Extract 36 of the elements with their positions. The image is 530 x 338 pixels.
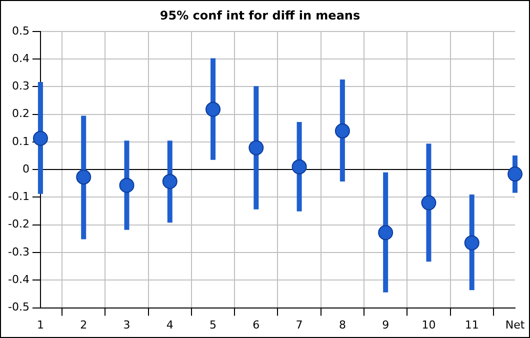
y-tick-label: 0.2: [12, 107, 30, 120]
x-tick-label: 8: [338, 318, 346, 332]
y-tick-label: -0.5: [8, 300, 30, 314]
x-tick-label: 1: [36, 318, 44, 332]
x-tick-label: 10: [422, 318, 436, 332]
x-tick-label: 3: [123, 318, 130, 332]
y-tick-label: -0.1: [8, 190, 30, 204]
x-tick-label: 5: [210, 318, 217, 332]
point: [119, 178, 134, 193]
point: [292, 159, 307, 174]
point: [76, 170, 92, 185]
x-tick-label: 9: [382, 318, 390, 332]
point: [464, 235, 480, 250]
y-tick-label: 0.1: [12, 134, 30, 148]
y-tick-label: 0: [22, 162, 30, 176]
x-tick-label: 11: [464, 318, 479, 332]
chart-title: 95% conf int for diff in means: [160, 8, 360, 22]
y-tick-label: -0.2: [8, 218, 30, 231]
point: [508, 166, 522, 182]
x-tick-label: 2: [80, 318, 88, 332]
x-tick-label: 4: [166, 318, 174, 332]
x-tick-label: Net: [505, 318, 526, 332]
x-tick-label: 6: [252, 318, 260, 332]
point: [162, 174, 178, 189]
y-tick-label: 0.4: [12, 52, 30, 65]
point: [421, 195, 436, 210]
y-tick-label: -0.4: [8, 273, 30, 286]
point: [206, 102, 221, 117]
y-tick-label: 0.5: [12, 24, 30, 38]
x-tick-label: 7: [296, 318, 303, 332]
y-tick-label: 0.3: [12, 80, 30, 93]
point: [378, 225, 394, 240]
point: [32, 130, 48, 146]
point: [248, 140, 264, 156]
y-tick-label: -0.3: [8, 245, 30, 258]
point: [334, 123, 350, 138]
